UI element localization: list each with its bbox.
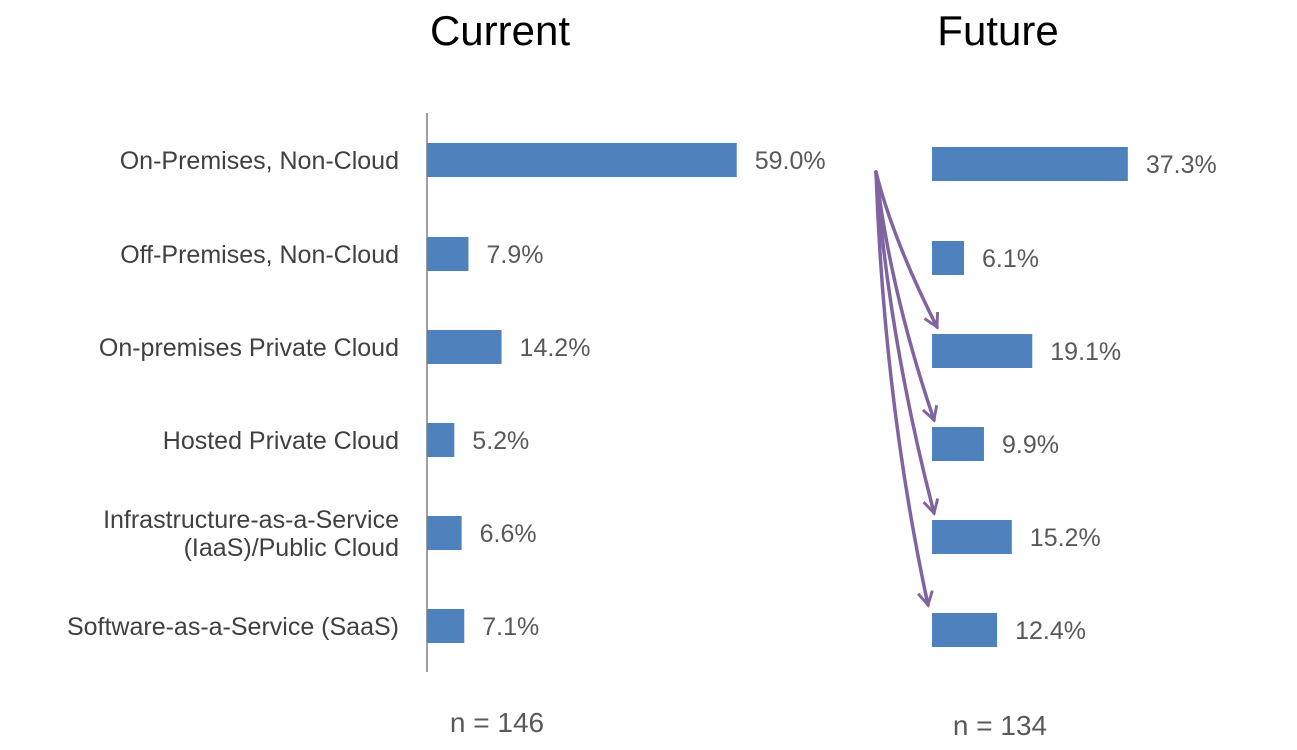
data-label: 12.4% bbox=[1015, 617, 1086, 645]
sample-size-note: n = 146 bbox=[450, 707, 544, 738]
bar bbox=[932, 334, 1033, 368]
bar bbox=[932, 427, 984, 461]
bar bbox=[427, 423, 455, 457]
category-label: Off-Premises, Non-Cloud bbox=[120, 241, 399, 269]
data-label: 15.2% bbox=[1030, 524, 1101, 552]
data-label: 5.2% bbox=[472, 427, 529, 455]
shift-arrow bbox=[874, 170, 934, 513]
category-label: On-Premises, Non-Cloud bbox=[120, 147, 399, 175]
category-label: (IaaS)/Public Cloud bbox=[184, 534, 399, 562]
data-label: 37.3% bbox=[1146, 151, 1217, 179]
data-label: 6.1% bbox=[982, 245, 1039, 273]
sample-size-note: n = 134 bbox=[953, 710, 1047, 741]
bar bbox=[427, 516, 462, 550]
data-label: 7.9% bbox=[486, 241, 543, 269]
bar bbox=[932, 147, 1128, 181]
shift-arrow bbox=[874, 170, 928, 605]
data-label: 6.6% bbox=[480, 520, 537, 548]
bar bbox=[427, 609, 465, 643]
category-label: Software-as-a-Service (SaaS) bbox=[67, 613, 399, 641]
data-label: 9.9% bbox=[1002, 431, 1059, 459]
category-label: Infrastructure-as-a-Service bbox=[103, 506, 399, 534]
bar bbox=[932, 241, 965, 275]
chart-title: Current bbox=[430, 7, 570, 54]
chart-title: Future bbox=[937, 7, 1058, 54]
bar bbox=[427, 143, 737, 177]
bar bbox=[932, 520, 1012, 554]
category-label: Hosted Private Cloud bbox=[163, 427, 399, 455]
bar bbox=[932, 613, 998, 647]
shift-arrow bbox=[874, 170, 937, 327]
bar bbox=[427, 237, 469, 271]
data-label: 14.2% bbox=[520, 334, 591, 362]
category-label: On-premises Private Cloud bbox=[99, 334, 399, 362]
data-label: 59.0% bbox=[755, 147, 826, 175]
data-label: 7.1% bbox=[482, 613, 539, 641]
bar bbox=[427, 330, 502, 364]
data-label: 19.1% bbox=[1050, 338, 1121, 366]
